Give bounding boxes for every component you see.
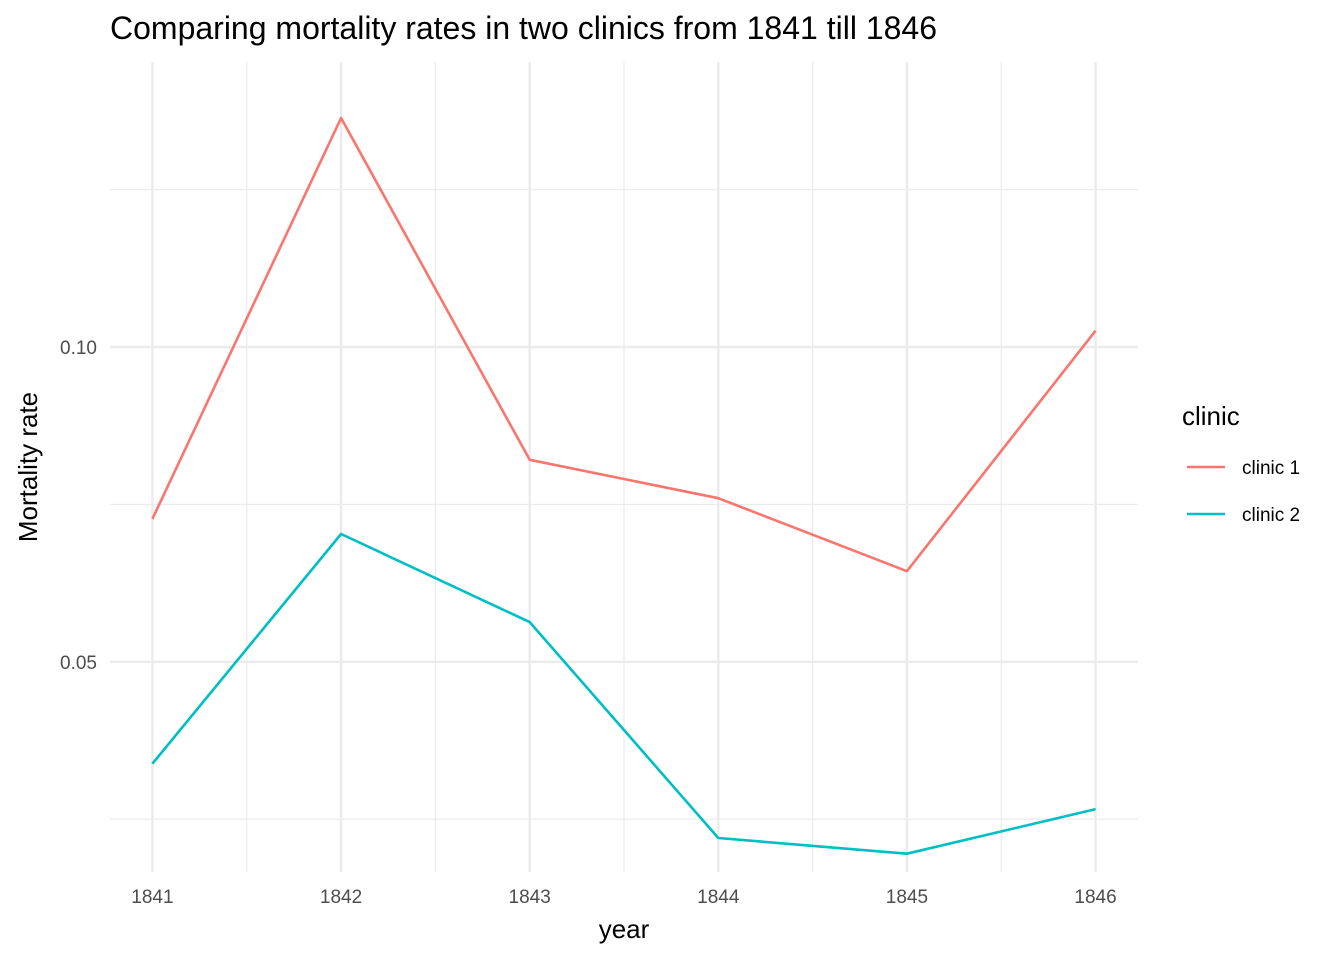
series-line-clinic-2 <box>151 532 1096 856</box>
legend: clinic clinic 1 clinic 2 <box>1182 401 1300 526</box>
series-lines <box>151 116 1097 856</box>
x-tick-label: 1841 <box>131 887 173 908</box>
y-tick-label: 0.05 <box>60 653 97 674</box>
x-tick-label: 1844 <box>697 887 740 908</box>
chart-title: Comparing mortality rates in two clinics… <box>110 10 937 46</box>
minor-gridlines <box>110 62 1138 872</box>
x-tick-label: 1843 <box>509 887 551 908</box>
x-tick-label: 1845 <box>886 887 928 908</box>
series-line-clinic-1 <box>151 116 1097 573</box>
y-tick-label: 0.10 <box>60 338 97 359</box>
x-tick-label: 1846 <box>1074 887 1116 908</box>
x-axis-tick-labels: 1841 1842 1843 1844 1845 1846 <box>131 887 1116 908</box>
x-tick-label: 1842 <box>320 887 362 908</box>
legend-label: clinic 2 <box>1242 505 1300 526</box>
legend-label: clinic 1 <box>1242 458 1300 479</box>
y-axis-title: Mortality rate <box>13 392 43 542</box>
legend-title: clinic <box>1182 401 1240 431</box>
x-axis-title: year <box>599 914 650 944</box>
y-axis-tick-labels: 0.05 0.10 <box>60 338 97 674</box>
major-gridlines <box>110 62 1138 872</box>
